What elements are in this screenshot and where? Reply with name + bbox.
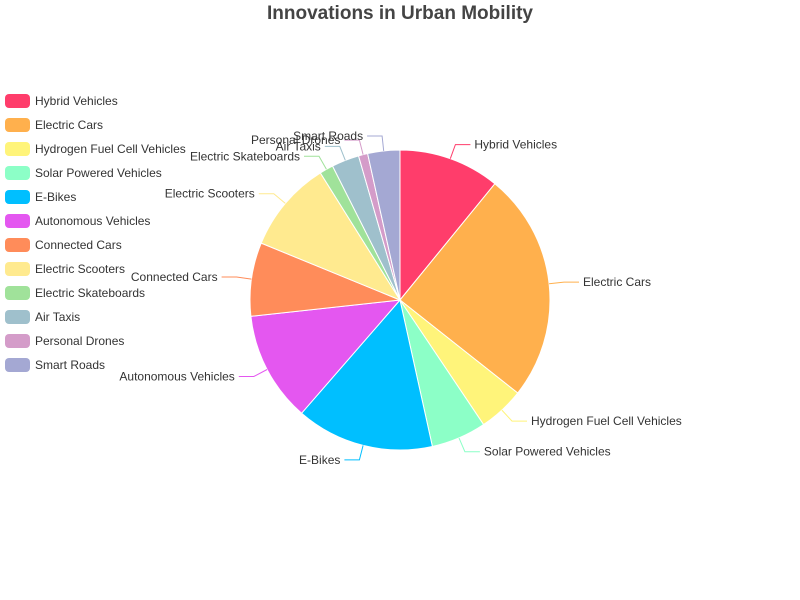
legend-swatch-connected-cars[interactable] (5, 238, 30, 252)
legend-swatch-autonomous-vehicles[interactable] (5, 214, 30, 228)
label-line-electric-skateboards (304, 155, 327, 170)
legend-label-hybrid-vehicles[interactable]: Hybrid Vehicles (35, 94, 118, 108)
slice-label-hydrogen-fuel-cell-vehicles: Hydrogen Fuel Cell Vehicles (531, 414, 682, 428)
legend-label-solar-powered-vehicles[interactable]: Solar Powered Vehicles (35, 166, 162, 180)
slice-label-autonomous-vehicles: Autonomous Vehicles (119, 370, 234, 384)
legend-swatch-hydrogen-fuel-cell-vehicles[interactable] (5, 142, 30, 156)
label-line-hybrid-vehicles (449, 144, 471, 159)
legend-label-electric-cars[interactable]: Electric Cars (35, 118, 103, 132)
legend-label-smart-roads[interactable]: Smart Roads (35, 358, 105, 372)
legend-label-connected-cars[interactable]: Connected Cars (35, 238, 122, 252)
label-line-personal-drones (344, 139, 364, 155)
slice-label-solar-powered-vehicles: Solar Powered Vehicles (484, 445, 611, 459)
slice-label-hybrid-vehicles: Hybrid Vehicles (474, 138, 557, 152)
legend-swatch-electric-scooters[interactable] (5, 262, 30, 276)
legend-swatch-personal-drones[interactable] (5, 334, 30, 348)
legend-swatch-electric-cars[interactable] (5, 118, 30, 132)
legend-swatch-hybrid-vehicles[interactable] (5, 94, 30, 108)
label-line-smart-roads (367, 135, 385, 151)
slice-label-personal-drones: Personal Drones (251, 133, 340, 147)
pie-slices (249, 149, 551, 451)
legend-swatch-e-bikes[interactable] (5, 190, 30, 204)
label-line-autonomous-vehicles (238, 369, 268, 377)
label-line-air-taxis (324, 145, 346, 161)
legend-label-electric-skateboards[interactable]: Electric Skateboards (35, 286, 145, 300)
legend-swatch-electric-skateboards[interactable] (5, 286, 30, 300)
legend-label-air-taxis[interactable]: Air Taxis (35, 310, 80, 324)
label-line-hydrogen-fuel-cell-vehicles (501, 409, 527, 422)
label-line-connected-cars (221, 276, 252, 280)
chart-title: Innovations in Urban Mobility (267, 3, 533, 24)
slice-label-e-bikes: E-Bikes (299, 453, 340, 467)
slice-electric-cars[interactable] (399, 183, 551, 394)
slice-labels: Hybrid Vehicles Electric Cars Hydrogen Fue… (119, 129, 681, 467)
label-line-solar-powered-vehicles (458, 437, 480, 453)
slice-autonomous-vehicles[interactable] (250, 299, 402, 414)
legend-label-e-bikes[interactable]: E-Bikes (35, 190, 76, 204)
legend: Hybrid Vehicles Electric Cars Hydrogen Fue… (5, 94, 186, 372)
label-line-e-bikes (344, 445, 364, 461)
slice-label-electric-scooters: Electric Scooters (165, 187, 255, 201)
label-line-electric-scooters (258, 193, 286, 204)
slice-label-connected-cars: Connected Cars (131, 270, 218, 284)
legend-label-hydrogen-fuel-cell-vehicles[interactable]: Hydrogen Fuel Cell Vehicles (35, 142, 186, 156)
slice-e-bikes[interactable] (300, 298, 433, 451)
slice-label-air-taxis: Air Taxis (276, 139, 321, 153)
legend-label-autonomous-vehicles[interactable]: Autonomous Vehicles (35, 214, 150, 228)
legend-label-electric-scooters[interactable]: Electric Scooters (35, 262, 125, 276)
slice-label-smart-roads: Smart Roads (293, 129, 363, 143)
legend-swatch-solar-powered-vehicles[interactable] (5, 166, 30, 180)
slice-hybrid-vehicles[interactable] (399, 149, 496, 302)
legend-swatch-air-taxis[interactable] (5, 310, 30, 324)
slice-label-electric-cars: Electric Cars (583, 275, 651, 289)
legend-swatch-smart-roads[interactable] (5, 358, 30, 372)
slice-label-electric-skateboards: Electric Skateboards (190, 149, 300, 163)
label-line-electric-cars (549, 281, 579, 285)
legend-label-personal-drones[interactable]: Personal Drones (35, 334, 124, 348)
